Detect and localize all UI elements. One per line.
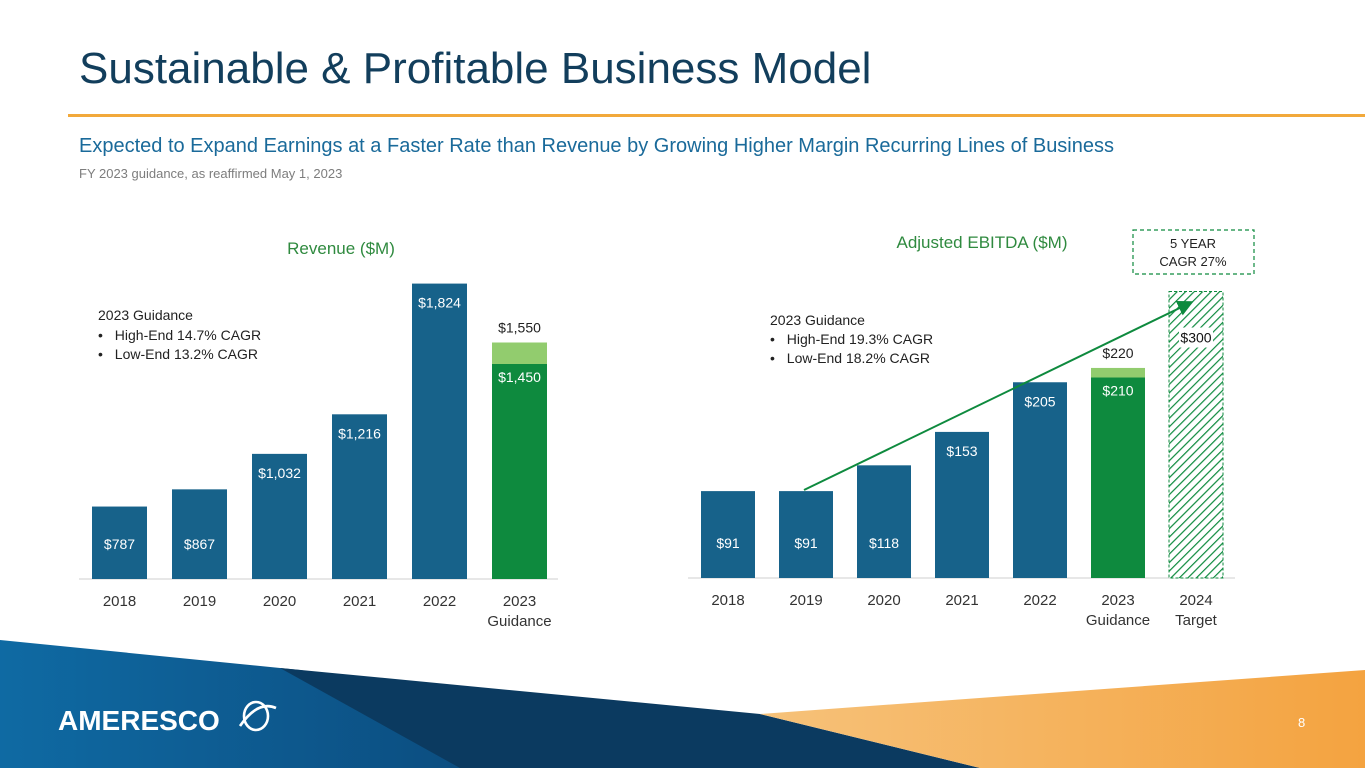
ebitda-guidance-note: 2023 Guidance • High-End 19.3% CAGR • Lo… — [770, 312, 933, 366]
ebitda-value-label: $205 — [1024, 393, 1055, 409]
ebitda-value-label: $300 — [1180, 330, 1211, 346]
revenue-bar — [172, 489, 227, 579]
ebitda-category-label: 2022 — [1023, 592, 1056, 609]
revenue-category-label: 2021 — [343, 593, 376, 610]
ebitda-category-label: 2023 — [1101, 592, 1134, 609]
ebitda-category-label: Target — [1175, 612, 1218, 629]
ebitda-category-label: 2020 — [867, 592, 900, 609]
page-number: 8 — [1298, 715, 1306, 730]
revenue-guidance-bullet-2: • Low-End 13.2% CAGR — [98, 346, 258, 362]
company-logo-text: AMERESCO — [58, 705, 220, 736]
ebitda-chart-title: Adjusted EBITDA ($M) — [896, 233, 1067, 252]
revenue-bar — [92, 506, 147, 579]
ebitda-guidance-bullet-2: • Low-End 18.2% CAGR — [770, 350, 930, 366]
revenue-category-label: 2023 — [503, 593, 536, 610]
revenue-category-label: 2018 — [103, 593, 136, 610]
ebitda-guidance-bullet-1: • High-End 19.3% CAGR — [770, 331, 933, 347]
ebitda-value-label: $91 — [794, 535, 818, 551]
ebitda-category-label: 2024 — [1179, 592, 1212, 609]
ebitda-bar — [857, 465, 911, 578]
ebitda-guidance-high-bar — [1091, 367, 1145, 378]
revenue-bar — [412, 283, 467, 579]
revenue-bar — [252, 453, 307, 579]
cagr-callout-box — [1132, 229, 1255, 275]
revenue-guidance-high-bar — [492, 342, 547, 364]
ebitda-bar — [701, 491, 755, 578]
ebitda-guidance-heading: 2023 Guidance — [770, 312, 865, 328]
footer-orange-band — [760, 670, 1365, 768]
cagr-callout-line-1: 5 YEAR — [1170, 236, 1216, 251]
ebitda-value-label: $91 — [716, 535, 740, 551]
revenue-guidance-bullet-1: • High-End 14.7% CAGR — [98, 327, 261, 343]
logo-swirl-icon — [238, 700, 277, 732]
revenue-bar — [492, 364, 547, 579]
revenue-category-label: 2020 — [263, 593, 296, 610]
revenue-chart-title: Revenue ($M) — [287, 239, 395, 258]
cagr-callout-line-2: CAGR 27% — [1159, 254, 1227, 269]
revenue-value-label: $867 — [184, 536, 215, 552]
revenue-category-label: 2019 — [183, 593, 216, 610]
ebitda-bar — [935, 431, 989, 578]
ebitda-value-label: $210 — [1102, 382, 1133, 398]
revenue-value-label: $1,824 — [418, 295, 461, 311]
ebitda-bar — [779, 491, 833, 578]
revenue-category-label: Guidance — [487, 613, 551, 630]
cagr-callout: 5 YEAR CAGR 27% — [1132, 229, 1255, 275]
ebitda-target-label-bg — [1179, 327, 1213, 348]
revenue-value-label: $1,032 — [258, 465, 301, 481]
guidance-date-note: FY 2023 guidance, as reaffirmed May 1, 2… — [79, 166, 343, 181]
ebitda-value-label: $118 — [869, 535, 899, 551]
ebitda-category-label: 2019 — [789, 592, 822, 609]
revenue-guidance-high-label: $1,550 — [498, 320, 541, 336]
revenue-value-label: $1,216 — [338, 425, 381, 441]
revenue-value-label: $787 — [104, 536, 135, 552]
revenue-bar — [332, 414, 387, 579]
revenue-category-label: 2022 — [423, 593, 456, 610]
ebitda-category-label: Guidance — [1086, 612, 1150, 629]
ebitda-guidance-high-label: $220 — [1102, 345, 1133, 361]
page-title: Sustainable & Profitable Business Model — [79, 44, 872, 93]
revenue-value-label: $1,450 — [498, 369, 541, 385]
title-divider — [68, 114, 1365, 117]
revenue-guidance-heading: 2023 Guidance — [98, 307, 193, 323]
ebitda-category-label: 2021 — [945, 592, 978, 609]
ebitda-bar — [1013, 382, 1067, 578]
page-subtitle: Expected to Expand Earnings at a Faster … — [79, 135, 1114, 157]
ebitda-category-label: 2018 — [711, 592, 744, 609]
ebitda-bar — [1091, 377, 1145, 578]
ebitda-cagr-trend-arrow — [803, 301, 1194, 491]
footer-mid-band — [280, 668, 980, 768]
revenue-guidance-note: 2023 Guidance • High-End 14.7% CAGR • Lo… — [98, 307, 261, 362]
ebitda-value-label: $153 — [946, 443, 977, 459]
